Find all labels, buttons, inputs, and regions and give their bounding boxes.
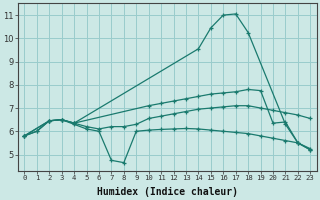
X-axis label: Humidex (Indice chaleur): Humidex (Indice chaleur) bbox=[97, 186, 238, 197]
